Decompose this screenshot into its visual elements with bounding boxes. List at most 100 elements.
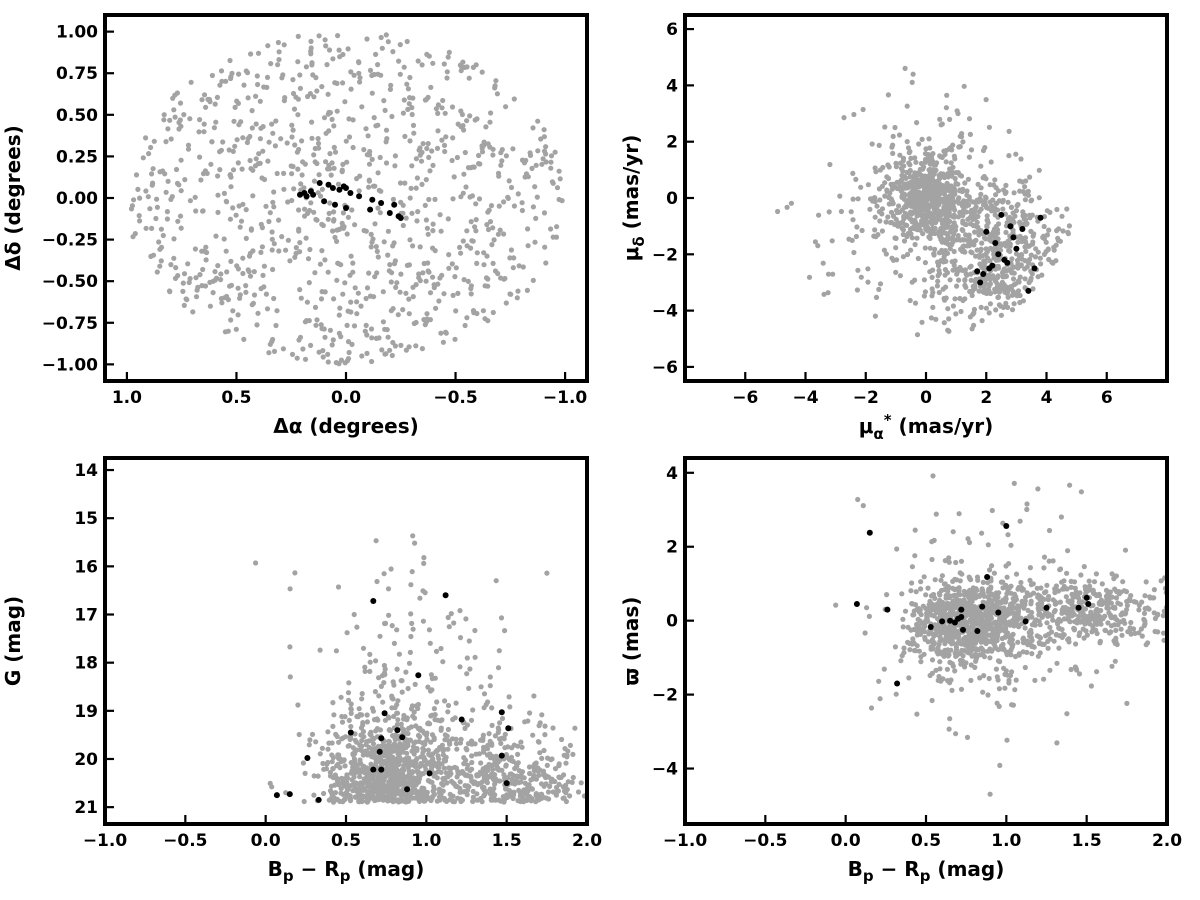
member-point (378, 200, 385, 206)
field-point (563, 798, 570, 805)
field-point (436, 756, 442, 762)
field-point (1050, 260, 1056, 266)
field-point (941, 295, 947, 302)
field-point (417, 727, 423, 733)
member-point (347, 190, 354, 196)
field-point (350, 788, 356, 794)
field-point (956, 637, 962, 644)
member-point (1013, 245, 1020, 252)
field-point (907, 647, 913, 653)
field-point (430, 162, 436, 168)
field-point (544, 570, 550, 576)
field-point (478, 684, 484, 690)
field-point (458, 68, 464, 74)
field-point (369, 705, 376, 711)
field-point (334, 277, 340, 283)
member-point (369, 196, 376, 203)
y-tick-label: −1.00 (42, 355, 98, 375)
field-point (884, 592, 890, 598)
field-point (300, 346, 306, 352)
field-point (431, 285, 437, 291)
field-point (996, 289, 1003, 295)
y-tick-label: 2 (666, 133, 678, 153)
field-point (223, 248, 229, 254)
field-point (1009, 204, 1015, 210)
field-point (468, 717, 475, 723)
field-point (344, 231, 350, 237)
field-point (424, 51, 430, 58)
field-point (1014, 617, 1020, 623)
field-point (287, 586, 293, 592)
field-point (1019, 179, 1025, 185)
field-point (825, 290, 831, 296)
field-point (1133, 599, 1139, 605)
field-point (280, 346, 286, 352)
field-point (325, 269, 331, 275)
field-point (788, 200, 795, 206)
field-point (330, 700, 336, 706)
field-point (929, 274, 935, 280)
field-point (959, 188, 965, 195)
field-point (363, 322, 369, 328)
field-point (472, 741, 478, 747)
field-point (370, 795, 376, 801)
field-point (980, 579, 986, 586)
field-point (972, 229, 978, 235)
field-point (996, 686, 1003, 692)
field-point (274, 170, 280, 177)
field-point (323, 159, 329, 165)
field-point (488, 110, 494, 116)
field-point (1028, 277, 1034, 283)
field-point (550, 180, 556, 186)
field-point (945, 233, 951, 239)
field-point (271, 295, 277, 302)
field-point (935, 191, 942, 197)
field-point (556, 168, 562, 174)
field-point (395, 717, 401, 723)
field-point (414, 218, 420, 224)
field-point (914, 182, 920, 188)
field-point (922, 151, 929, 157)
field-point (565, 779, 571, 785)
field-point (276, 248, 282, 254)
field-point (222, 295, 228, 301)
field-point (348, 710, 354, 717)
field-point (432, 717, 438, 723)
field-point (223, 198, 229, 204)
field-point (490, 260, 496, 266)
field-point (538, 781, 545, 787)
field-point (325, 351, 331, 357)
field-point (302, 770, 308, 777)
field-point (938, 258, 944, 264)
field-point (194, 287, 200, 293)
field-point (976, 288, 982, 294)
field-point (900, 254, 907, 260)
field-point (323, 43, 329, 49)
field-point (978, 191, 984, 197)
field-point (319, 745, 325, 751)
field-point (391, 261, 398, 267)
field-point (952, 668, 958, 674)
field-point (995, 594, 1001, 600)
field-point (1035, 249, 1041, 255)
field-point (458, 798, 464, 805)
field-point (237, 295, 243, 301)
field-point (294, 149, 300, 155)
field-point (443, 134, 449, 140)
field-point (578, 780, 584, 786)
field-point (408, 582, 414, 588)
field-point (334, 227, 340, 233)
field-point (445, 54, 451, 60)
field-point (498, 615, 505, 621)
field-point (264, 84, 270, 90)
field-point (303, 235, 309, 241)
field-point (391, 770, 397, 776)
field-point (1000, 641, 1006, 647)
field-point (993, 257, 1000, 263)
field-point (279, 234, 285, 240)
field-point (427, 290, 434, 296)
member-point (304, 755, 311, 761)
field-point (293, 245, 299, 251)
field-point (545, 789, 552, 795)
